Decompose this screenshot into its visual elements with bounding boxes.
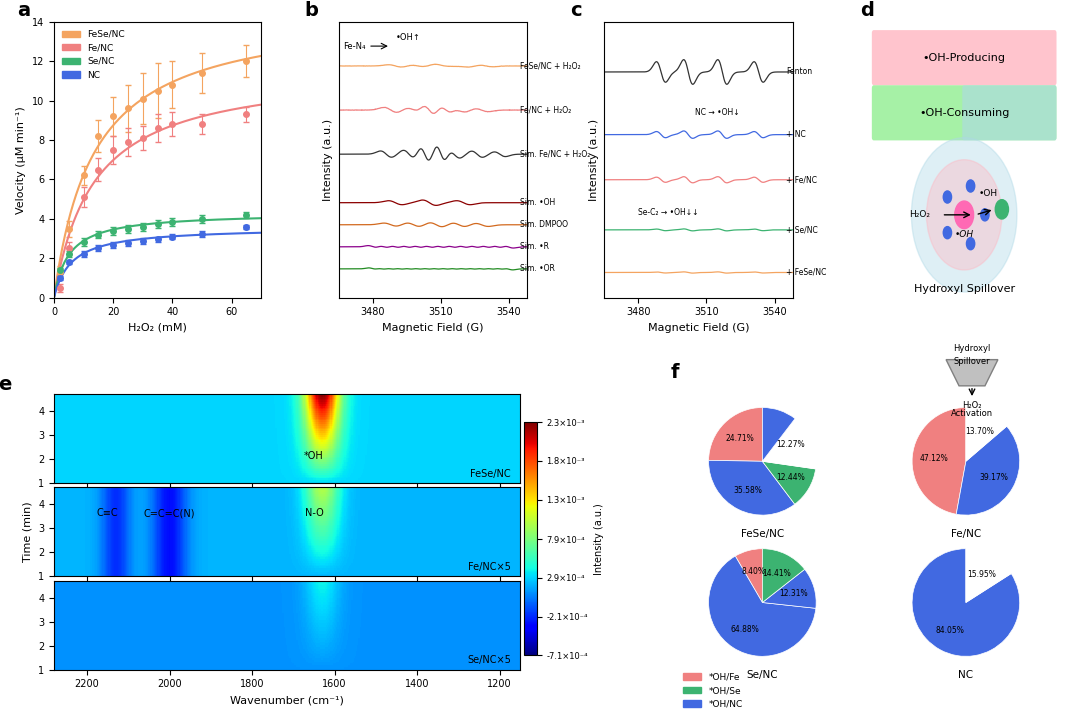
X-axis label: Wavenumber (cm⁻¹): Wavenumber (cm⁻¹) (230, 695, 345, 705)
Text: Activation: Activation (950, 409, 994, 419)
Text: + FeSe/NC: + FeSe/NC (786, 268, 826, 277)
Text: •OH: •OH (955, 229, 974, 239)
Text: Sim. Fe/NC + H₂O₂: Sim. Fe/NC + H₂O₂ (521, 150, 591, 159)
Wedge shape (966, 408, 1007, 462)
Text: Fenton: Fenton (786, 68, 812, 76)
Circle shape (943, 226, 951, 239)
X-axis label: Magnetic Field (G): Magnetic Field (G) (648, 323, 750, 333)
Wedge shape (913, 408, 966, 514)
Wedge shape (762, 419, 815, 462)
Text: + Se/NC: + Se/NC (786, 226, 818, 234)
Text: + NC: + NC (786, 130, 806, 139)
Text: Fe-N₄: Fe-N₄ (343, 41, 366, 51)
Text: 64.88%: 64.88% (730, 625, 759, 634)
Text: Sim. •OH: Sim. •OH (521, 198, 555, 207)
Y-axis label: Velocity (μM min⁻¹): Velocity (μM min⁻¹) (16, 106, 26, 213)
Y-axis label: Intensity (a.u.): Intensity (a.u.) (589, 119, 598, 201)
Circle shape (912, 138, 1017, 292)
Text: f: f (671, 363, 679, 382)
Text: N-O: N-O (305, 508, 323, 518)
Wedge shape (762, 408, 795, 462)
Wedge shape (913, 549, 1020, 657)
Text: 12.31%: 12.31% (779, 589, 808, 598)
Text: 12.44%: 12.44% (775, 473, 805, 482)
Text: •OH↑: •OH↑ (395, 33, 420, 41)
Text: Se/NC: Se/NC (746, 670, 779, 680)
Text: 8.40%: 8.40% (742, 567, 766, 576)
Text: a: a (16, 1, 30, 20)
Text: NC → •OH↓: NC → •OH↓ (696, 108, 740, 116)
Y-axis label: Intensity (a.u.): Intensity (a.u.) (323, 119, 333, 201)
Text: b: b (305, 1, 319, 20)
Text: 47.12%: 47.12% (919, 454, 948, 463)
Y-axis label: Time (min): Time (min) (23, 502, 32, 562)
Wedge shape (762, 462, 815, 505)
FancyBboxPatch shape (872, 30, 1056, 85)
Text: Se-C₂ → •OH↓↓: Se-C₂ → •OH↓↓ (638, 207, 699, 217)
Text: Hydroxyl: Hydroxyl (954, 344, 990, 353)
Text: Fe/NC×5: Fe/NC×5 (468, 562, 511, 572)
Text: C=C=C(N): C=C=C(N) (144, 508, 195, 518)
Text: Hydroxyl Spillover: Hydroxyl Spillover (914, 284, 1015, 294)
Text: 12.27%: 12.27% (775, 440, 805, 449)
Text: 84.05%: 84.05% (936, 626, 964, 636)
Text: d: d (861, 1, 875, 20)
Circle shape (981, 209, 989, 221)
Wedge shape (708, 460, 795, 515)
Text: c: c (570, 1, 582, 20)
Text: 39.17%: 39.17% (980, 473, 1009, 482)
Text: Fe/NC + H₂O₂: Fe/NC + H₂O₂ (521, 106, 571, 114)
Text: 14.41%: 14.41% (762, 569, 791, 578)
Text: *OH: *OH (305, 451, 324, 461)
Text: •OH: •OH (980, 189, 998, 198)
Text: •OH-Consuming: •OH-Consuming (919, 108, 1010, 118)
Text: •OH-Producing: •OH-Producing (922, 52, 1005, 63)
Text: 24.71%: 24.71% (726, 434, 754, 443)
FancyBboxPatch shape (872, 85, 1056, 141)
Legend: FeSe/NC, Fe/NC, Se/NC, NC: FeSe/NC, Fe/NC, Se/NC, NC (58, 26, 129, 83)
Polygon shape (946, 360, 998, 386)
Text: NC: NC (958, 670, 973, 680)
Text: C≡C: C≡C (97, 508, 119, 518)
Text: FeSe/NC: FeSe/NC (470, 469, 511, 478)
Wedge shape (735, 549, 762, 603)
Circle shape (967, 180, 975, 192)
Circle shape (927, 159, 1002, 270)
Circle shape (943, 191, 951, 203)
Text: 13.70%: 13.70% (964, 427, 994, 437)
Text: Sim. •R: Sim. •R (521, 242, 550, 251)
Text: Se/NC×5: Se/NC×5 (467, 655, 511, 665)
Text: Sim. •OR: Sim. •OR (521, 264, 555, 274)
Wedge shape (762, 549, 805, 603)
X-axis label: Magnetic Field (G): Magnetic Field (G) (382, 323, 484, 333)
Circle shape (996, 199, 1009, 219)
Wedge shape (762, 454, 816, 469)
FancyBboxPatch shape (962, 85, 1056, 141)
Wedge shape (956, 426, 1020, 515)
Text: H₂O₂: H₂O₂ (962, 400, 982, 410)
Wedge shape (762, 569, 816, 609)
X-axis label: H₂O₂ (mM): H₂O₂ (mM) (129, 323, 187, 333)
Y-axis label: Intensity (a.u.): Intensity (a.u.) (594, 503, 604, 574)
Text: Spillover: Spillover (954, 357, 990, 366)
Text: Sim. DMPOO: Sim. DMPOO (521, 221, 568, 229)
Text: Fe/NC: Fe/NC (950, 529, 981, 539)
Text: 15.95%: 15.95% (967, 570, 996, 579)
Text: H₂O₂: H₂O₂ (909, 210, 930, 219)
Wedge shape (966, 549, 1011, 603)
Text: + Fe/NC: + Fe/NC (786, 175, 816, 184)
Circle shape (955, 201, 973, 229)
Circle shape (967, 237, 975, 250)
Text: 35.58%: 35.58% (733, 486, 762, 494)
Text: FeSe/NC: FeSe/NC (741, 529, 784, 539)
Wedge shape (708, 408, 762, 462)
Text: FeSe/NC + H₂O₂: FeSe/NC + H₂O₂ (521, 61, 581, 71)
Wedge shape (708, 556, 815, 657)
Text: e: e (0, 375, 12, 394)
Legend: *OH/Fe, *OH/Se, *OH/NC: *OH/Fe, *OH/Se, *OH/NC (679, 669, 746, 712)
